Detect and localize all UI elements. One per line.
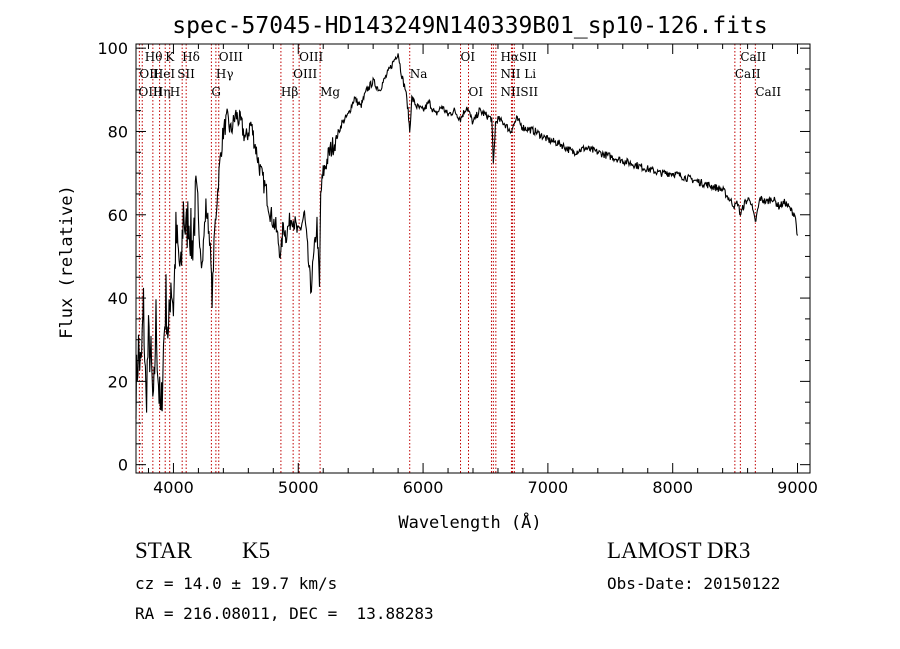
line-label-18: OI — [469, 85, 484, 99]
y-tick-label-0: 0 — [118, 456, 128, 475]
line-label-16: Na — [410, 67, 428, 81]
line-label-7: SII — [177, 67, 195, 81]
y-tick-label-2: 40 — [108, 289, 128, 308]
line-label-15: Mg — [320, 85, 340, 99]
line-label-6: Hδ — [182, 50, 200, 64]
x-tick-label-1: 5000 — [278, 478, 319, 497]
line-label-8: H — [170, 85, 180, 99]
line-label-14: Hβ — [281, 85, 298, 99]
line-label-11: G — [211, 85, 221, 99]
line-label-4: HeI — [153, 67, 176, 81]
survey-name: LAMOST DR3 — [607, 538, 751, 563]
axis-ticks: 4000 5000 6000 7000 8000 9000 0 20 40 60 80 100 — [97, 39, 817, 497]
line-label-20: NII Li — [500, 67, 536, 81]
y-tick-label-1: 20 — [108, 372, 128, 391]
x-tick-label-0: 4000 — [153, 478, 194, 497]
line-label-12: OIII — [299, 50, 323, 64]
object-class: STAR — [135, 538, 192, 563]
y-tick-label-3: 60 — [108, 206, 128, 225]
y-tick-label-4: 80 — [108, 122, 128, 141]
line-label-5: Hη — [153, 85, 171, 99]
line-label-17: OI — [461, 50, 476, 64]
line-label-24: CaII — [755, 85, 781, 99]
line-label-3: K — [165, 50, 175, 64]
line-label-21: NIISII — [500, 85, 538, 99]
x-axis-label: Wavelength (Å) — [398, 511, 541, 533]
x-tick-label-3: 7000 — [528, 478, 569, 497]
x-tick-label-2: 6000 — [403, 478, 444, 497]
chart-title: spec-57045-HD143249N140339B01_sp10-126.f… — [172, 13, 767, 39]
line-label-2: OIII — [138, 85, 162, 99]
y-axis-label: Flux (relative) — [57, 185, 77, 339]
x-tick-label-4: 8000 — [652, 478, 693, 497]
plot-frame — [135, 43, 811, 474]
observation-date: Obs-Date: 20150122 — [607, 574, 781, 593]
spectral-line-markers — [138, 44, 756, 473]
line-label-22: CaII — [740, 50, 766, 64]
object-subclass: K5 — [242, 538, 271, 563]
line-label-0: Hθ — [145, 50, 163, 64]
line-label-13: OIII — [293, 67, 317, 81]
y-tick-label-5: 100 — [97, 39, 128, 58]
x-tick-label-5: 9000 — [777, 478, 818, 497]
line-label-9: OIII — [219, 50, 243, 64]
line-label-1: OII — [139, 67, 159, 81]
spectrum-series-line — [135, 53, 799, 419]
line-label-19: HαSII — [500, 50, 537, 64]
coordinates: RA = 216.08011, DEC = 13.88283 — [135, 604, 434, 623]
spectral-line-labels: Hθ OII OIII K HeI Hη Hδ SII H OIII Hγ G OIII OIII Hβ Mg… — [138, 50, 781, 99]
line-label-23: CaII — [735, 67, 761, 81]
redshift-velocity: cz = 14.0 ± 19.7 km/s — [135, 574, 338, 593]
line-label-10: Hγ — [216, 67, 234, 81]
